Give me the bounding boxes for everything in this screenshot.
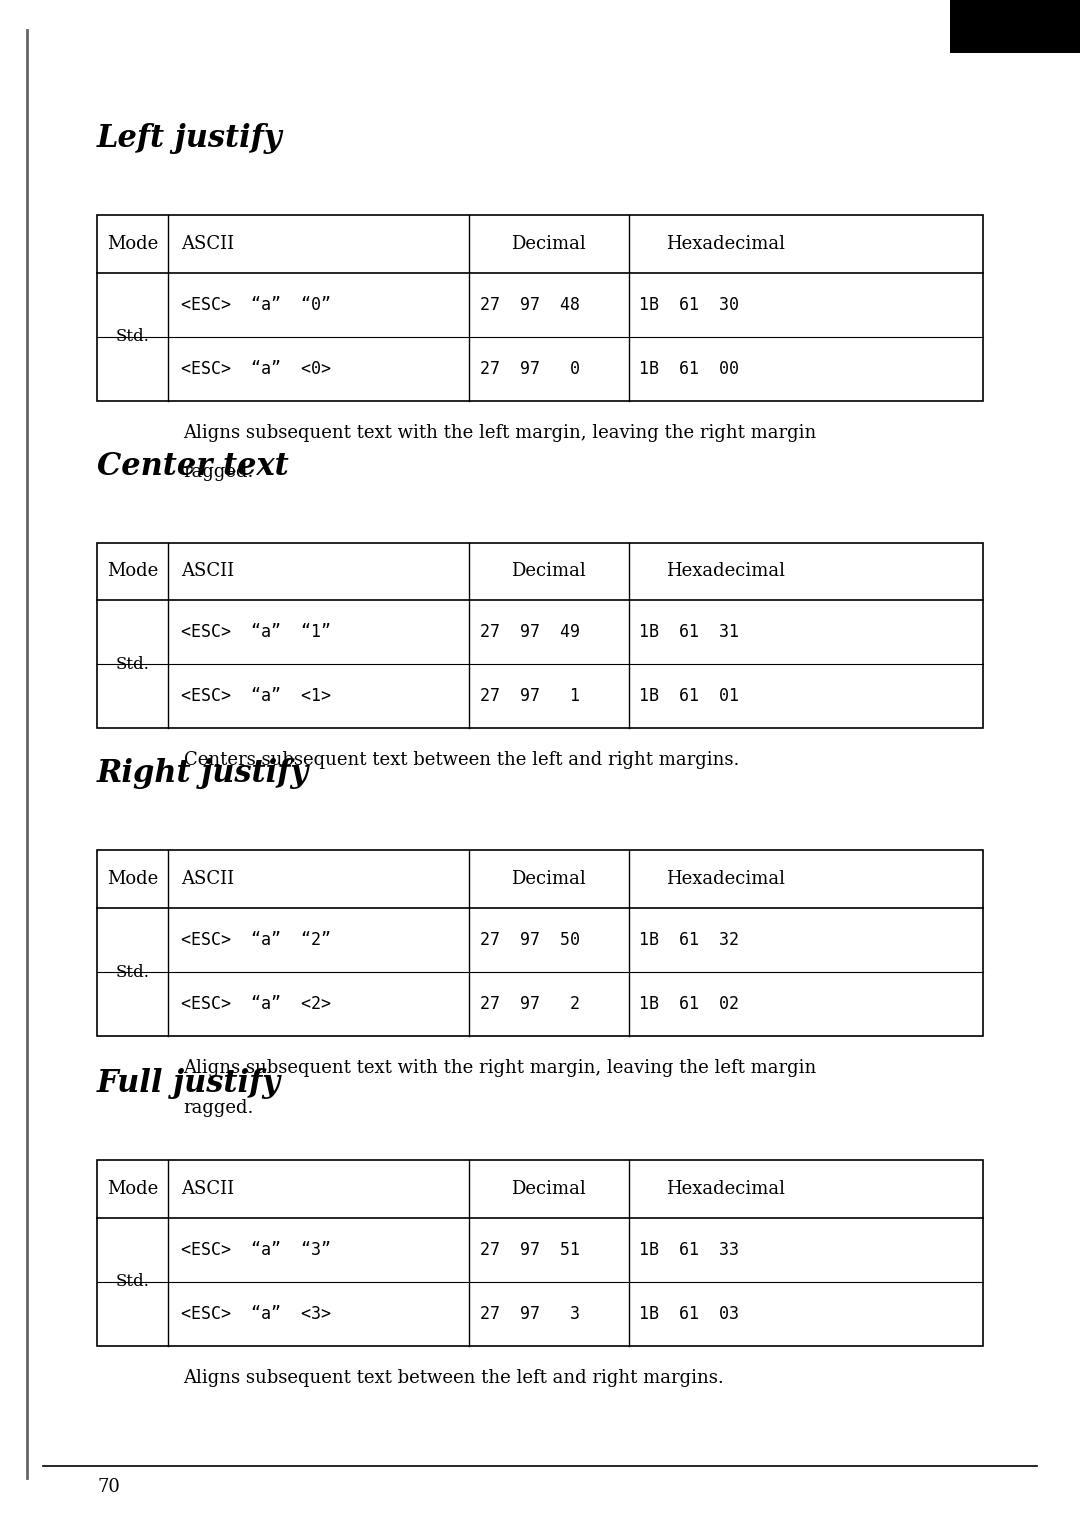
Text: Left justify: Left justify bbox=[97, 123, 283, 154]
Text: Mode: Mode bbox=[107, 235, 159, 253]
Text: 27  97  49: 27 97 49 bbox=[480, 623, 580, 642]
Text: <ESC>  “a”  “1”: <ESC> “a” “1” bbox=[181, 623, 330, 642]
Text: <ESC>  “a”  “0”: <ESC> “a” “0” bbox=[181, 296, 330, 314]
Text: 27  97  51: 27 97 51 bbox=[480, 1241, 580, 1259]
Text: Mode: Mode bbox=[107, 562, 159, 581]
Text: Std.: Std. bbox=[116, 328, 149, 346]
Text: 27  97   3: 27 97 3 bbox=[480, 1305, 580, 1323]
Text: Mode: Mode bbox=[107, 1180, 159, 1198]
Text: ASCII: ASCII bbox=[181, 562, 234, 581]
Text: <ESC>  “a”  <0>: <ESC> “a” <0> bbox=[181, 360, 330, 378]
Text: ragged.: ragged. bbox=[184, 463, 254, 482]
Text: <ESC>  “a”  “3”: <ESC> “a” “3” bbox=[181, 1241, 330, 1259]
Text: Right justify: Right justify bbox=[97, 759, 309, 789]
Bar bbox=[97, 1160, 983, 1346]
Text: 27  97  50: 27 97 50 bbox=[480, 931, 580, 949]
Text: Mode: Mode bbox=[107, 870, 159, 888]
Text: 1B  61  01: 1B 61 01 bbox=[639, 687, 740, 706]
Text: Std.: Std. bbox=[116, 655, 149, 674]
Text: 27  97  48: 27 97 48 bbox=[480, 296, 580, 314]
Text: Std.: Std. bbox=[116, 963, 149, 981]
Text: 1B  61  03: 1B 61 03 bbox=[639, 1305, 740, 1323]
Text: Hexadecimal: Hexadecimal bbox=[666, 235, 785, 253]
Text: Center text: Center text bbox=[97, 451, 289, 482]
Bar bbox=[97, 850, 983, 1036]
Text: Decimal: Decimal bbox=[512, 1180, 586, 1198]
Bar bbox=[97, 543, 983, 728]
Text: Hexadecimal: Hexadecimal bbox=[666, 1180, 785, 1198]
Text: 1B  61  00: 1B 61 00 bbox=[639, 360, 740, 378]
Text: Aligns subsequent text with the left margin, leaving the right margin: Aligns subsequent text with the left mar… bbox=[184, 424, 816, 442]
Text: Decimal: Decimal bbox=[512, 562, 586, 581]
Text: Hexadecimal: Hexadecimal bbox=[666, 562, 785, 581]
Text: ASCII: ASCII bbox=[181, 235, 234, 253]
Text: ASCII: ASCII bbox=[181, 870, 234, 888]
Text: 27  97   0: 27 97 0 bbox=[480, 360, 580, 378]
Text: 1B  61  32: 1B 61 32 bbox=[639, 931, 740, 949]
Text: 27  97   1: 27 97 1 bbox=[480, 687, 580, 706]
Text: 1B  61  02: 1B 61 02 bbox=[639, 995, 740, 1013]
Text: <ESC>  “a”  <1>: <ESC> “a” <1> bbox=[181, 687, 330, 706]
Text: ASCII: ASCII bbox=[181, 1180, 234, 1198]
Bar bbox=[950, 0, 1080, 53]
Text: Decimal: Decimal bbox=[512, 870, 586, 888]
Text: 27  97   2: 27 97 2 bbox=[480, 995, 580, 1013]
Text: ragged.: ragged. bbox=[184, 1099, 254, 1117]
Text: <ESC>  “a”  <3>: <ESC> “a” <3> bbox=[181, 1305, 330, 1323]
Text: 1B  61  31: 1B 61 31 bbox=[639, 623, 740, 642]
Text: Aligns subsequent text with the right margin, leaving the left margin: Aligns subsequent text with the right ma… bbox=[184, 1059, 816, 1077]
Text: Aligns subsequent text between the left and right margins.: Aligns subsequent text between the left … bbox=[184, 1369, 725, 1387]
Text: Hexadecimal: Hexadecimal bbox=[666, 870, 785, 888]
Text: Std.: Std. bbox=[116, 1273, 149, 1291]
Text: <ESC>  “a”  <2>: <ESC> “a” <2> bbox=[181, 995, 330, 1013]
Text: 70: 70 bbox=[97, 1478, 120, 1497]
Text: <ESC>  “a”  “2”: <ESC> “a” “2” bbox=[181, 931, 330, 949]
Text: Decimal: Decimal bbox=[512, 235, 586, 253]
Text: Centers subsequent text between the left and right margins.: Centers subsequent text between the left… bbox=[184, 751, 739, 770]
Text: 1B  61  30: 1B 61 30 bbox=[639, 296, 740, 314]
Text: Full justify: Full justify bbox=[97, 1068, 281, 1099]
Text: 1B  61  33: 1B 61 33 bbox=[639, 1241, 740, 1259]
Bar bbox=[97, 215, 983, 401]
